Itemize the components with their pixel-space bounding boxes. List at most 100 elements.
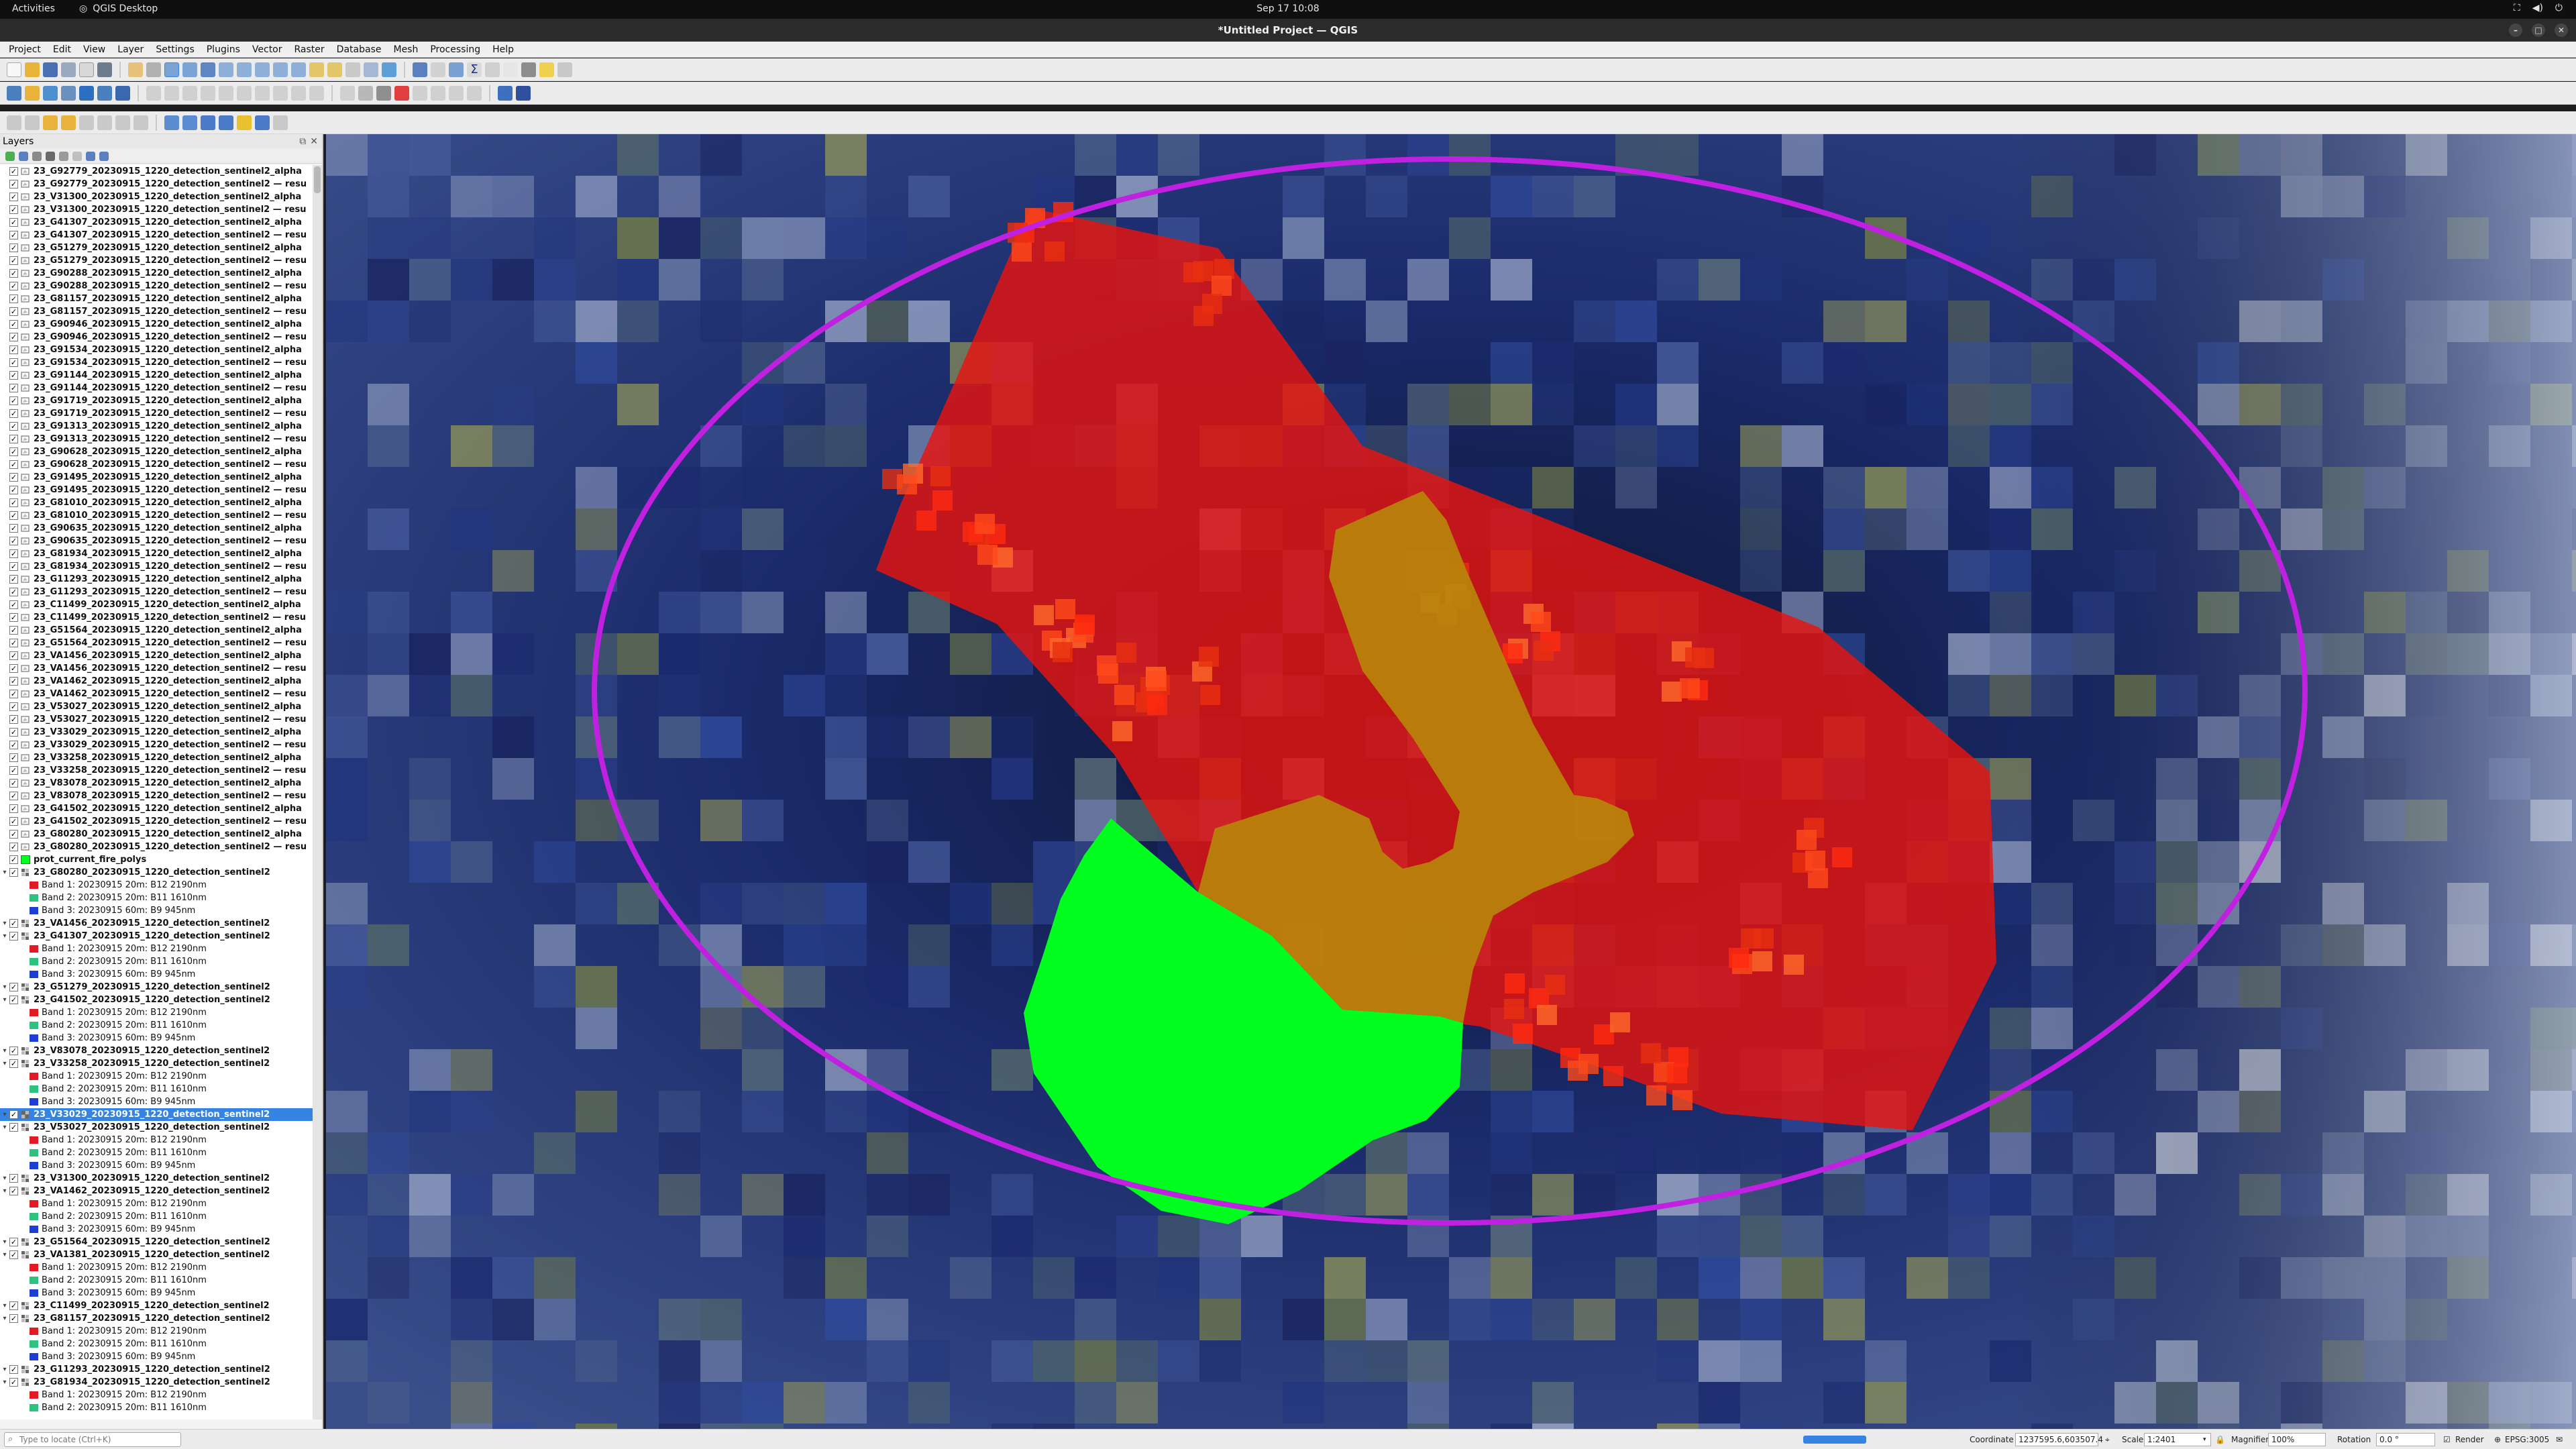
map-tips-icon[interactable]: [521, 62, 536, 77]
band-legend-item[interactable]: Band 3: 20230915 60m: B9 945nm: [0, 1032, 313, 1044]
vector-layer-row[interactable]: ✓ 23_G81010_20230915_1220_detection_senti…: [0, 509, 313, 522]
vector-layer-row[interactable]: ✓ 23_V53027_20230915_1220_detection_senti…: [0, 713, 313, 726]
vector-layer-row[interactable]: ✓ 23_G91534_20230915_1220_detection_senti…: [0, 343, 313, 356]
delete-ring-icon[interactable]: [79, 115, 94, 130]
layer-visibility-checkbox[interactable]: ✓: [9, 868, 18, 877]
vector-layer-row[interactable]: ✓ 23_G81934_20230915_1220_detection_senti…: [0, 547, 313, 560]
layer-visibility-checkbox[interactable]: ✓: [9, 422, 18, 431]
vector-layer-row[interactable]: ✓ 23_G81157_20230915_1220_detection_senti…: [0, 305, 313, 318]
layer-visibility-checkbox[interactable]: ✓: [9, 766, 18, 775]
render-checkbox[interactable]: ☑: [2443, 1435, 2451, 1444]
polygon-layer-row[interactable]: ✓ prot_current_fire_polys: [0, 853, 313, 866]
expand-arrow-icon[interactable]: ▾: [3, 1187, 7, 1195]
layer-visibility-checkbox[interactable]: ✓: [9, 983, 18, 991]
layer-visibility-checkbox[interactable]: ✓: [9, 996, 18, 1004]
close-panel-icon[interactable]: ✕: [310, 136, 318, 147]
band-legend-item[interactable]: Band 2: 20230915 20m: B11 1610nm: [0, 1146, 313, 1159]
data-source-manager-icon[interactable]: [7, 85, 21, 101]
rotation-field[interactable]: 0.0 °: [2376, 1433, 2435, 1446]
vector-layer-row[interactable]: ✓ 23_G41307_20230915_1220_detection_senti…: [0, 216, 313, 229]
float-panel-icon[interactable]: ⧉: [299, 136, 307, 147]
layer-visibility-checkbox[interactable]: ✓: [9, 294, 18, 303]
band-legend-item[interactable]: Band 1: 20230915 20m: B12 2190nm: [0, 879, 313, 892]
layer-visibility-checkbox[interactable]: ✓: [9, 562, 18, 571]
layer-visibility-checkbox[interactable]: ✓: [9, 613, 18, 622]
add-postgis-icon[interactable]: [79, 85, 94, 101]
raster-layer-row[interactable]: ▾ ✓ 23_G81157_20230915_1220_detection_sent…: [0, 1312, 313, 1325]
toggle-extents-icon[interactable]: ⌖: [2105, 1435, 2110, 1444]
toggle-editing-icon[interactable]: [146, 85, 161, 101]
scrollbar-thumb[interactable]: [314, 166, 321, 193]
vector-layer-row[interactable]: ✓ 23_G92779_20230915_1220_detection_senti…: [0, 165, 313, 178]
raster-layer-row[interactable]: ▾ ✓ 23_G80280_20230915_1220_detection_sent…: [0, 866, 313, 879]
settings-gear-icon[interactable]: [449, 62, 464, 77]
layer-visibility-checkbox[interactable]: ✓: [9, 473, 18, 482]
vector-layer-row[interactable]: ✓ 23_G41307_20230915_1220_detection_senti…: [0, 229, 313, 241]
layer-visibility-checkbox[interactable]: ✓: [9, 919, 18, 928]
layer-visibility-checkbox[interactable]: ✓: [9, 205, 18, 214]
scale-dropdown-icon[interactable]: ▾: [2203, 1436, 2206, 1443]
vector-layer-row[interactable]: ✓ 23_G11293_20230915_1220_detection_senti…: [0, 586, 313, 598]
raster-layer-row[interactable]: ▾ ✓ 23_VA1462_20230915_1220_detection_sent…: [0, 1185, 313, 1197]
label-show-hide-icon[interactable]: [376, 85, 391, 101]
add-wms-layer-icon[interactable]: [61, 85, 76, 101]
layer-visibility-checkbox[interactable]: ✓: [9, 524, 18, 533]
layer-visibility-checkbox[interactable]: ✓: [9, 1123, 18, 1132]
decorations-icon[interactable]: [557, 62, 572, 77]
band-legend-item[interactable]: Band 3: 20230915 60m: B9 945nm: [0, 1095, 313, 1108]
layer-visibility-checkbox[interactable]: ✓: [9, 244, 18, 252]
layer-visibility-checkbox[interactable]: ✓: [9, 167, 18, 176]
vector-layer-row[interactable]: ✓ 23_G81010_20230915_1220_detection_senti…: [0, 496, 313, 509]
clock[interactable]: Sep 17 10:08: [1256, 3, 1320, 14]
layer-visibility-checkbox[interactable]: ✓: [9, 702, 18, 711]
vector-layer-row[interactable]: ✓ 23_G91719_20230915_1220_detection_senti…: [0, 407, 313, 420]
raster-layer-row[interactable]: ▾ ✓ 23_G81934_20230915_1220_detection_sent…: [0, 1376, 313, 1389]
redo-icon[interactable]: [309, 85, 324, 101]
save-as-icon[interactable]: [61, 62, 76, 77]
layer-visibility-checkbox[interactable]: ✓: [9, 741, 18, 749]
vector-layer-row[interactable]: ✓ 23_VA1462_20230915_1220_detection_senti…: [0, 688, 313, 700]
cut-features-icon[interactable]: [237, 85, 252, 101]
layer-visibility-checkbox[interactable]: ✓: [9, 792, 18, 800]
layer-visibility-checkbox[interactable]: ✓: [9, 830, 18, 839]
band-legend-item[interactable]: Band 2: 20230915 20m: B11 1610nm: [0, 1019, 313, 1032]
layer-visibility-checkbox[interactable]: ✓: [9, 588, 18, 596]
menu-view[interactable]: View: [83, 44, 106, 55]
new-project-icon[interactable]: [7, 62, 21, 77]
vector-layer-row[interactable]: ✓ 23_G51279_20230915_1220_detection_senti…: [0, 241, 313, 254]
vector-layer-row[interactable]: ✓ 23_G11293_20230915_1220_detection_senti…: [0, 573, 313, 586]
remove-layer-icon[interactable]: [99, 151, 109, 161]
layer-visibility-checkbox[interactable]: ✓: [9, 447, 18, 456]
select-features-icon[interactable]: [431, 62, 445, 77]
self-snap-icon[interactable]: [255, 115, 270, 130]
layer-visibility-checkbox[interactable]: ✓: [9, 664, 18, 673]
layer-visibility-checkbox[interactable]: ✓: [9, 307, 18, 316]
band-legend-item[interactable]: Band 3: 20230915 60m: B9 945nm: [0, 1287, 313, 1299]
zoom-last-icon[interactable]: [273, 62, 288, 77]
vector-layer-row[interactable]: ✓ 23_G90946_20230915_1220_detection_senti…: [0, 331, 313, 343]
raster-layer-row[interactable]: ▾ ✓ 23_G41502_20230915_1220_detection_sent…: [0, 994, 313, 1006]
raster-layer-row[interactable]: ▾ ✓ 23_V33258_20230915_1220_detection_sent…: [0, 1057, 313, 1070]
vector-layer-row[interactable]: ✓ 23_VA1456_20230915_1220_detection_senti…: [0, 662, 313, 675]
menu-project[interactable]: Project: [9, 44, 41, 55]
filter-expression-icon[interactable]: [59, 151, 68, 161]
annotation-icon[interactable]: [539, 62, 554, 77]
vector-layer-row[interactable]: ✓ 23_G80280_20230915_1220_detection_senti…: [0, 841, 313, 853]
layer-visibility-checkbox[interactable]: ✓: [9, 779, 18, 788]
vector-layer-row[interactable]: ✓ 23_V33029_20230915_1220_detection_senti…: [0, 726, 313, 739]
vector-layer-row[interactable]: ✓ 23_VA1462_20230915_1220_detection_senti…: [0, 675, 313, 688]
expand-arrow-icon[interactable]: ▾: [3, 1060, 7, 1067]
zoom-native-icon[interactable]: [255, 62, 270, 77]
vector-layer-row[interactable]: ✓ 23_V31300_20230915_1220_detection_senti…: [0, 191, 313, 203]
layer-visibility-checkbox[interactable]: ✓: [9, 651, 18, 660]
band-legend-item[interactable]: Band 3: 20230915 60m: B9 945nm: [0, 1159, 313, 1172]
advanced-digitizing-icon[interactable]: [7, 115, 21, 130]
vector-layer-row[interactable]: ✓ 23_V33258_20230915_1220_detection_senti…: [0, 764, 313, 777]
expand-arrow-icon[interactable]: ▾: [3, 1111, 7, 1118]
add-group-icon[interactable]: [19, 151, 28, 161]
layer-visibility-checkbox[interactable]: ✓: [9, 1301, 18, 1310]
zoom-next-icon[interactable]: [291, 62, 306, 77]
layout-manager-icon[interactable]: [97, 62, 112, 77]
app-menu[interactable]: ◎ QGIS Desktop: [79, 3, 158, 14]
layer-visibility-checkbox[interactable]: ✓: [9, 409, 18, 418]
